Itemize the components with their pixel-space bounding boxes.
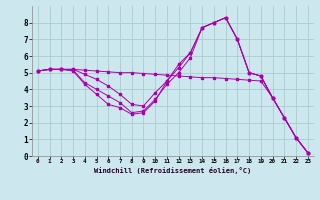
- X-axis label: Windchill (Refroidissement éolien,°C): Windchill (Refroidissement éolien,°C): [94, 167, 252, 174]
